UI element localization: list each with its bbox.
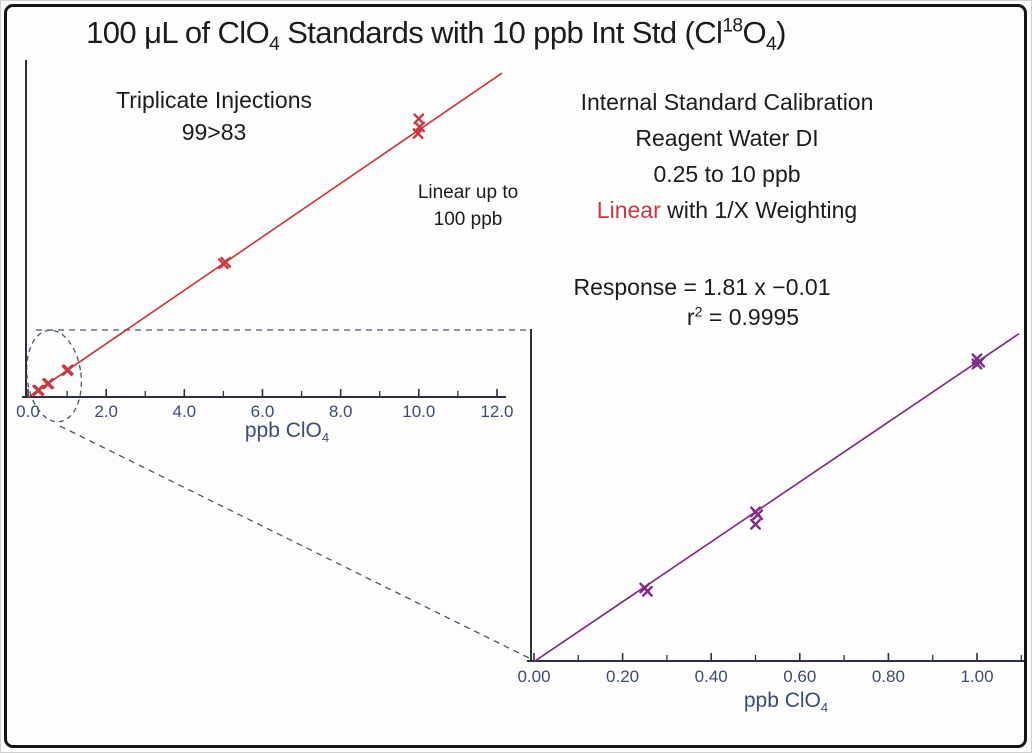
triplicate-line1: Triplicate Injections: [115, 87, 313, 113]
x-marker: [412, 128, 424, 140]
fit-line-inset: [533, 332, 1020, 663]
chart-inset: 0.00 0.20 0.40 0.60 0.80 1.00 ppb ClO4: [517, 329, 1026, 715]
x-axis-label-main: ppb ClO4: [245, 419, 329, 445]
linear-upto-annotation: Linear up to 100 ppb: [418, 179, 518, 233]
tick-label: 0.80: [872, 667, 905, 686]
x-marker: [43, 377, 55, 389]
tick-label: 6.0: [251, 402, 275, 421]
tick-label: 0.20: [606, 667, 639, 686]
x-marker: [641, 585, 653, 597]
x-axis-label-inset: ppb ClO4: [744, 689, 828, 715]
figure-title: 100 μL of ClO4 Standards with 10 ppb Int…: [86, 15, 786, 56]
response-equation: Response = 1.81 x −0.01: [573, 274, 831, 300]
tick-label: 1.00: [960, 667, 993, 686]
x-marker: [33, 384, 45, 396]
x-marker: [62, 364, 74, 376]
x-marker: [220, 256, 232, 268]
method-annotation: Internal Standard Calibration Reagent Wat…: [580, 89, 874, 223]
x-marker: [974, 356, 986, 368]
r-squared-value: r2 = 0.9995: [686, 304, 800, 330]
chart-main: 0.0 2.0 4.0 6.0 8.0 10.0 12.0 ppb ClO4: [16, 60, 514, 445]
tick-label: 0.0: [16, 402, 40, 421]
tick-label: 8.0: [329, 402, 353, 421]
tick-label: 10.0: [402, 402, 435, 421]
linear-upto-line2: 100 ppb: [433, 209, 503, 230]
tick-label: 4.0: [172, 402, 196, 421]
x-marker: [752, 509, 764, 521]
tick-label: 2.0: [94, 402, 118, 421]
triplicate-annotation: Triplicate Injections 99>83: [116, 84, 312, 148]
zoom-callout: [25, 329, 530, 659]
fit-line-main: [27, 72, 503, 398]
data-points-main: [32, 113, 426, 397]
tick-label: 0.00: [517, 667, 550, 686]
callout-line-bottom: [59, 425, 530, 659]
triplicate-line2: 99>83: [181, 119, 247, 145]
tick-label: 0.60: [783, 667, 816, 686]
tick-label: 12.0: [480, 402, 513, 421]
x-marker: [750, 518, 761, 530]
linear-upto-line1: Linear up to: [417, 182, 519, 203]
x-marker: [414, 121, 426, 133]
tick-label: 0.40: [695, 667, 728, 686]
data-points-inset: [639, 353, 986, 597]
